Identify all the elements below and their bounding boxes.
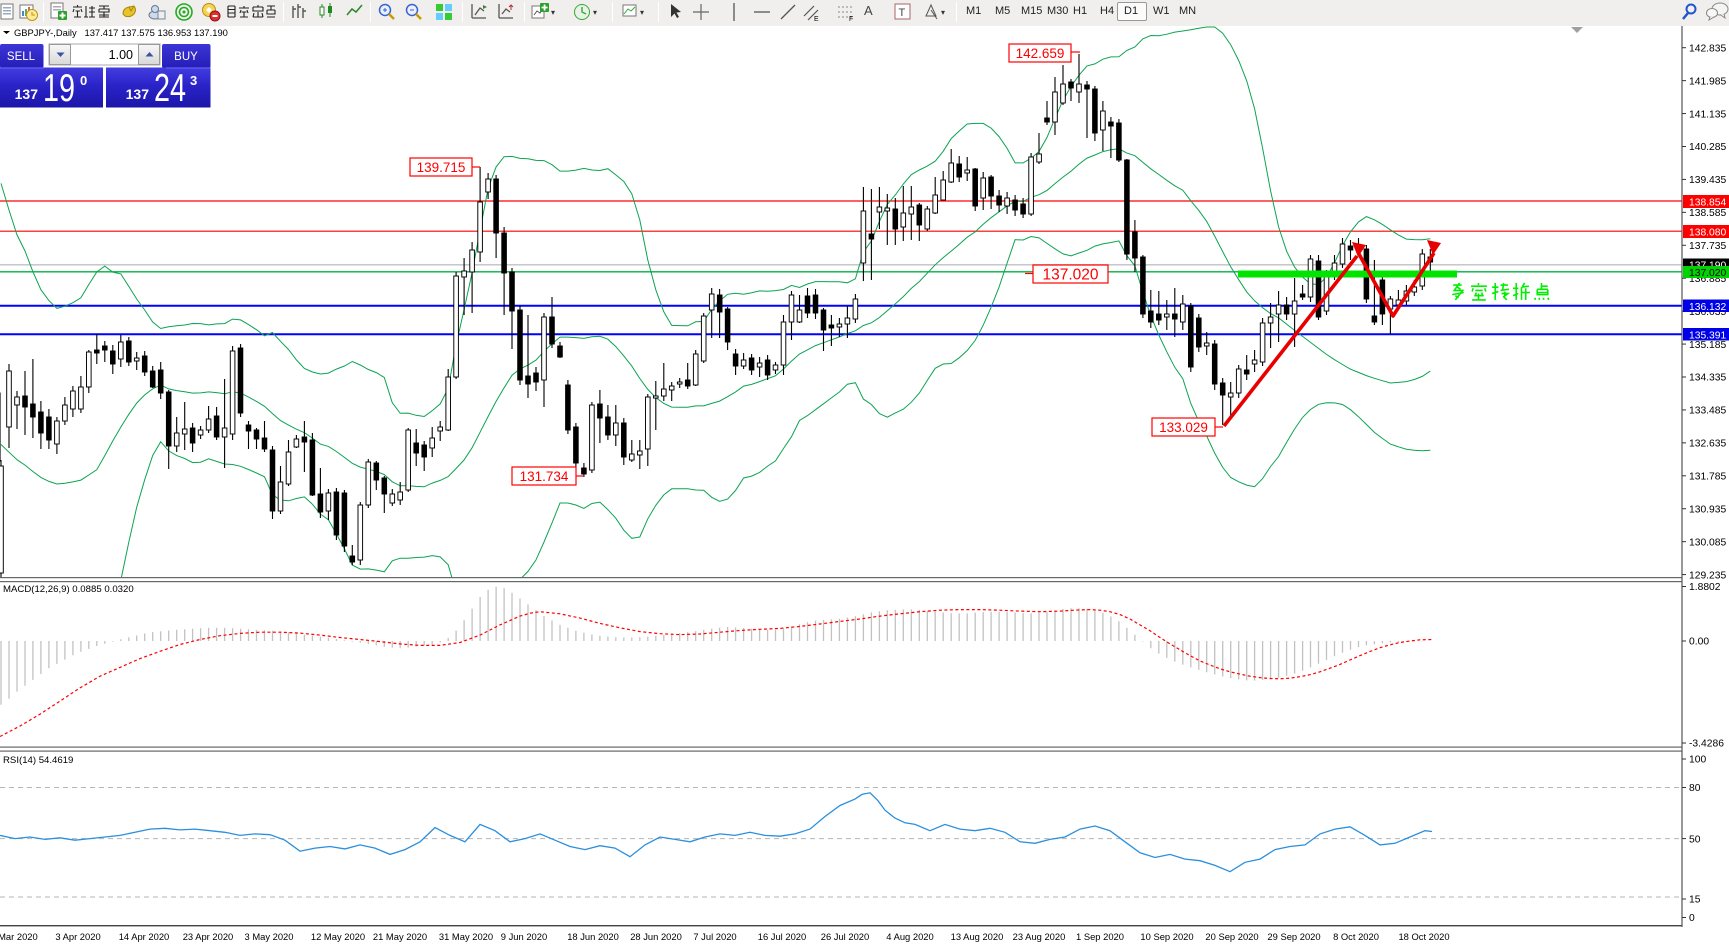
- svg-text:-3.4286: -3.4286: [1689, 739, 1724, 750]
- svg-text:4 Aug 2020: 4 Aug 2020: [886, 931, 933, 942]
- svg-text:140.285: 140.285: [1689, 142, 1726, 153]
- svg-text:12 May 2020: 12 May 2020: [311, 931, 365, 942]
- svg-text:137: 137: [126, 86, 150, 102]
- svg-text:100: 100: [1689, 755, 1706, 766]
- svg-text:MACD(12,26,9) 0.0885 0.0320: MACD(12,26,9) 0.0885 0.0320: [3, 584, 134, 595]
- svg-text:136.035: 136.035: [1689, 307, 1726, 318]
- svg-text:131.734: 131.734: [520, 469, 569, 484]
- svg-text:23 Aug 2020: 23 Aug 2020: [1013, 931, 1066, 942]
- svg-text:142.659: 142.659: [1016, 46, 1065, 61]
- svg-text:132.635: 132.635: [1689, 439, 1726, 450]
- svg-text:9 Jun 2020: 9 Jun 2020: [501, 931, 547, 942]
- svg-text:130.085: 130.085: [1689, 537, 1726, 548]
- svg-text:26 Jul 2020: 26 Jul 2020: [821, 931, 869, 942]
- svg-text:3 Apr 2020: 3 Apr 2020: [55, 931, 100, 942]
- svg-text:138.854: 138.854: [1689, 198, 1726, 209]
- svg-text:136.132: 136.132: [1689, 302, 1726, 313]
- svg-text:10 Sep 2020: 10 Sep 2020: [1140, 931, 1193, 942]
- svg-text:135.185: 135.185: [1689, 340, 1726, 351]
- svg-text:BUY: BUY: [174, 51, 198, 63]
- svg-text:129.235: 129.235: [1689, 570, 1726, 581]
- svg-text:8 Oct 2020: 8 Oct 2020: [1333, 931, 1379, 942]
- svg-text:RSI(14) 54.4619: RSI(14) 54.4619: [3, 755, 73, 766]
- svg-text:142.835: 142.835: [1689, 43, 1726, 54]
- svg-text:50: 50: [1689, 834, 1701, 845]
- svg-text:21 May 2020: 21 May 2020: [373, 931, 427, 942]
- svg-text:24: 24: [154, 67, 186, 110]
- svg-text:137: 137: [15, 86, 39, 102]
- svg-text:GBPJPY-,Daily 137.417 137.57: GBPJPY-,Daily 137.417 137.575 136.953 13…: [14, 27, 228, 38]
- svg-text:3 May 2020: 3 May 2020: [245, 931, 294, 942]
- svg-text:139.435: 139.435: [1689, 175, 1726, 186]
- svg-text:5 Mar 2020: 5 Mar 2020: [0, 931, 38, 942]
- svg-text:F: F: [849, 16, 853, 22]
- svg-text:18 Jun 2020: 18 Jun 2020: [567, 931, 619, 942]
- svg-text:137.020: 137.020: [1042, 267, 1098, 284]
- svg-text:134.335: 134.335: [1689, 373, 1726, 384]
- svg-text:31 May 2020: 31 May 2020: [439, 931, 493, 942]
- svg-text:14 Apr 2020: 14 Apr 2020: [119, 931, 170, 942]
- svg-text:133.029: 133.029: [1159, 420, 1208, 435]
- svg-text:16 Jul 2020: 16 Jul 2020: [758, 931, 806, 942]
- svg-text:137.735: 137.735: [1689, 241, 1726, 252]
- svg-text:E: E: [814, 16, 819, 22]
- svg-text:29 Sep 2020: 29 Sep 2020: [1267, 931, 1320, 942]
- svg-text:135.391: 135.391: [1689, 330, 1726, 341]
- svg-text:28 Jun 2020: 28 Jun 2020: [630, 931, 682, 942]
- svg-text:138.585: 138.585: [1689, 208, 1726, 219]
- svg-text:130.935: 130.935: [1689, 504, 1726, 515]
- svg-text:0: 0: [80, 73, 87, 88]
- svg-text:23 Apr 2020: 23 Apr 2020: [183, 931, 234, 942]
- svg-text:15: 15: [1689, 895, 1701, 906]
- svg-text:7 Jul 2020: 7 Jul 2020: [693, 931, 736, 942]
- svg-text:18 Oct 2020: 18 Oct 2020: [1398, 931, 1449, 942]
- svg-text:3: 3: [190, 73, 197, 88]
- svg-text:141.135: 141.135: [1689, 109, 1726, 120]
- svg-text:0: 0: [1689, 913, 1695, 924]
- svg-text:131.785: 131.785: [1689, 471, 1726, 482]
- svg-text:133.485: 133.485: [1689, 406, 1726, 417]
- svg-text:0.00: 0.00: [1689, 637, 1709, 648]
- svg-text:1 Sep 2020: 1 Sep 2020: [1076, 931, 1124, 942]
- svg-text:13 Aug 2020: 13 Aug 2020: [951, 931, 1004, 942]
- svg-text:1.00: 1.00: [109, 48, 133, 62]
- svg-text:138.080: 138.080: [1689, 228, 1726, 239]
- svg-text:SELL: SELL: [7, 51, 36, 63]
- svg-text:20 Sep 2020: 20 Sep 2020: [1205, 931, 1258, 942]
- svg-text:141.985: 141.985: [1689, 76, 1726, 87]
- svg-text:80: 80: [1689, 783, 1701, 794]
- svg-text:139.715: 139.715: [417, 160, 466, 175]
- svg-text:136.885: 136.885: [1689, 274, 1726, 285]
- svg-text:137.020: 137.020: [1689, 268, 1726, 279]
- svg-text:1.8802: 1.8802: [1689, 582, 1721, 593]
- svg-text:19: 19: [43, 67, 75, 110]
- svg-text:T: T: [899, 7, 906, 19]
